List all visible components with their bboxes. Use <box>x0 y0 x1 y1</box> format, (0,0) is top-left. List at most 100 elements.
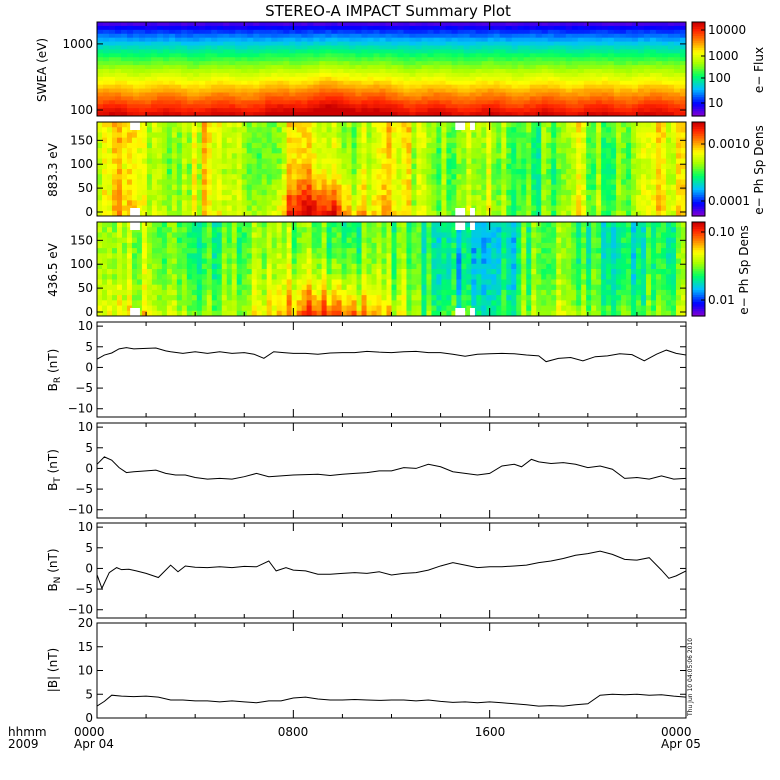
pad883-cell <box>556 210 562 216</box>
swea-cell <box>421 37 429 43</box>
swea-cell <box>295 37 302 43</box>
swea-cell <box>289 45 296 51</box>
pad883-cell <box>116 200 123 207</box>
swea-cell <box>679 112 686 116</box>
swea-cell <box>277 45 284 51</box>
pad436-cell <box>211 269 218 275</box>
swea-cell <box>253 104 260 109</box>
pad883-cell <box>521 158 527 165</box>
pad883-cell <box>676 127 682 134</box>
pad883-cell <box>346 205 353 212</box>
swea-cell <box>463 37 471 43</box>
swea-cell <box>415 45 423 51</box>
pad883-cell <box>121 174 128 181</box>
pad883-cell <box>416 210 423 216</box>
pad883-cell <box>341 179 348 186</box>
swea-cell <box>427 84 435 90</box>
swea-cell <box>301 41 308 47</box>
swea-cell <box>643 41 651 47</box>
swea-cell <box>373 22 381 27</box>
swea-cell <box>181 112 188 116</box>
pad883-cell <box>206 210 213 216</box>
pad883-cell <box>186 137 193 144</box>
swea-cell <box>205 61 212 66</box>
pad436-cell <box>186 279 193 286</box>
pad883-cell <box>651 169 657 175</box>
swea-cell <box>373 61 381 66</box>
pad883-cell <box>301 127 308 134</box>
pad883-cell <box>326 148 333 154</box>
swea-cell <box>565 104 573 109</box>
swea-cell <box>391 29 399 35</box>
swea-cell <box>169 53 176 58</box>
pad883-cell <box>101 210 108 216</box>
pad883-cell <box>596 153 602 160</box>
pad883-cell <box>201 169 208 175</box>
pad883-cell <box>501 189 507 196</box>
pad436-cell <box>196 232 203 239</box>
swea-cell <box>319 84 326 90</box>
pad883-cell <box>141 210 148 216</box>
pad883-cell <box>286 210 293 216</box>
swea-cell <box>241 37 248 43</box>
swea-cell <box>397 80 405 86</box>
swea-cell <box>373 84 381 90</box>
swea-cell <box>487 69 495 74</box>
pad883-cell <box>506 169 512 175</box>
swea-cell <box>433 76 441 82</box>
pad883-cell <box>376 174 383 181</box>
pad883-cell <box>121 132 128 139</box>
pad883-cell <box>426 148 433 154</box>
swea-cell <box>517 33 525 39</box>
swea-cell <box>451 45 459 51</box>
pad883-cell <box>681 184 686 191</box>
swea-cell <box>223 22 230 27</box>
pad883-cell <box>331 158 338 165</box>
pad883-cell <box>381 148 388 154</box>
swea-cell <box>193 25 200 31</box>
swea-cell <box>289 37 296 43</box>
swea-cell <box>481 80 489 86</box>
swea-cell <box>607 65 615 70</box>
pad883-cell <box>346 195 353 201</box>
pad883-cell <box>651 195 657 201</box>
pad883-cell <box>486 148 492 154</box>
pad883-cell <box>621 200 627 207</box>
pad883-cell <box>681 148 686 154</box>
pad883-cell <box>441 174 448 181</box>
pad883-cell <box>456 163 462 170</box>
pad436-cell <box>116 248 123 254</box>
swea-cell <box>301 45 308 51</box>
swea-cell <box>631 84 639 90</box>
pad436-cell <box>101 232 108 239</box>
pad436-cell <box>176 305 183 312</box>
pad883-cell <box>601 163 607 170</box>
pad436-cell <box>161 310 168 316</box>
swea-cell <box>247 100 254 105</box>
pad883-cell <box>136 137 143 144</box>
pad883-cell <box>211 184 218 191</box>
swea-cell <box>589 112 597 116</box>
swea-cell <box>577 29 585 35</box>
swea-cell <box>157 41 164 47</box>
pad883-cell <box>336 132 343 139</box>
pad883-cell <box>451 127 457 134</box>
swea-cell <box>553 112 561 116</box>
swea-cell <box>169 33 176 39</box>
swea-cell <box>259 57 266 62</box>
swea-cell <box>655 29 663 35</box>
swea-cell <box>643 72 651 78</box>
pad436-cell <box>136 263 143 270</box>
pad883-cell <box>196 163 203 170</box>
pad883-cell <box>621 142 627 149</box>
swea-cell <box>283 65 290 70</box>
pad883-cell <box>361 142 368 149</box>
pad883-cell <box>166 210 173 216</box>
pad883-cell <box>671 195 677 201</box>
pad883-cell <box>146 179 153 186</box>
pad883-cell <box>531 163 537 170</box>
pad436-cell <box>161 300 168 307</box>
pad436-cell <box>156 279 163 286</box>
pad883-cell <box>666 205 672 212</box>
swea-cell <box>217 41 224 47</box>
